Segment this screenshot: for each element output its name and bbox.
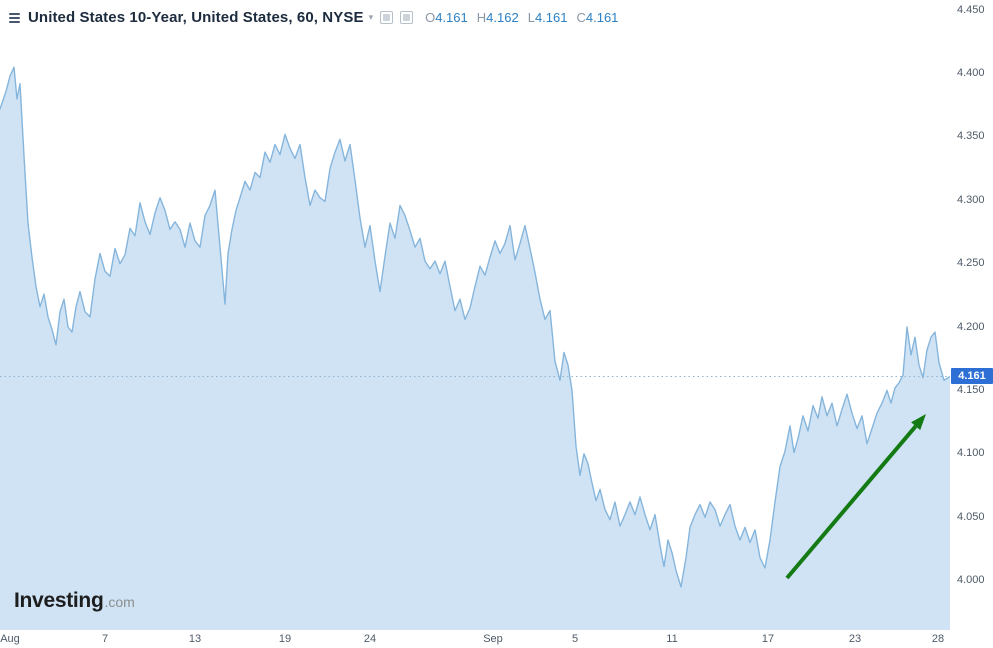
price-axis-label: 4.050	[957, 511, 985, 523]
price-axis-label: 4.100	[957, 447, 985, 459]
legend-toggle-icon[interactable]	[380, 11, 394, 24]
ohlc-readout: O 4.161 H 4.162 L 4.161 C 4.161	[425, 10, 618, 25]
high-label: H	[476, 10, 487, 25]
time-axis[interactable]: Aug 7 13 19 24 Sep 5 11 17 23 28	[0, 630, 951, 648]
price-chart[interactable]	[0, 0, 950, 630]
price-axis-label: 4.200	[957, 321, 985, 333]
close-readout: C 4.161	[576, 10, 618, 25]
time-axis-label: 19	[278, 633, 292, 645]
area-series-fill	[0, 67, 950, 630]
high-readout: H 4.162	[477, 10, 519, 25]
investing-logo[interactable]: Investing .com	[14, 589, 135, 613]
open-readout: O 4.161	[425, 10, 468, 25]
current-price-label: 4.161	[951, 368, 993, 384]
low-readout: L 4.161	[528, 10, 568, 25]
price-axis-label: 4.000	[957, 574, 985, 586]
legend: United States 10-Year, United States, 60…	[8, 9, 618, 26]
price-axis-label: 4.400	[957, 67, 985, 79]
close-value: 4.161	[585, 10, 619, 25]
time-axis-label: 13	[188, 633, 202, 645]
trend-arrow	[785, 414, 926, 580]
close-label: C	[576, 10, 586, 25]
chevron-down-icon[interactable]: ▾	[368, 12, 374, 22]
legend-settings-icon[interactable]	[400, 11, 414, 24]
price-axis-label: 4.150	[957, 384, 985, 396]
time-axis-label: 24	[363, 633, 377, 645]
menu-icon[interactable]	[8, 12, 21, 24]
price-axis-label: 4.250	[957, 257, 985, 269]
high-value: 4.162	[486, 10, 519, 25]
price-axis[interactable]: 4.161 4.450 4.400 4.350 4.300 4.250 4.200 4.15…	[951, 0, 993, 630]
open-value: 4.161	[435, 10, 468, 25]
logo-tld: .com	[104, 594, 135, 610]
time-axis-label: Aug	[0, 633, 20, 645]
time-axis-label: 7	[101, 633, 109, 645]
logo-text: Investing	[14, 589, 104, 612]
low-value: 4.161	[534, 10, 568, 25]
price-axis-label: 4.350	[957, 130, 985, 142]
price-axis-label: 4.450	[957, 4, 985, 16]
time-axis-label: 11	[666, 633, 678, 645]
time-axis-label: 5	[571, 633, 579, 645]
symbol-title[interactable]: United States 10-Year, United States, 60…	[28, 9, 364, 26]
low-label: L	[527, 10, 535, 25]
time-axis-label: 23	[848, 633, 862, 645]
time-axis-label: 17	[761, 633, 775, 645]
open-label: O	[425, 10, 436, 25]
time-axis-label: 28	[931, 633, 945, 645]
price-axis-label: 4.300	[957, 194, 985, 206]
time-axis-label: Sep	[483, 633, 503, 645]
price-line-series	[0, 66, 950, 588]
